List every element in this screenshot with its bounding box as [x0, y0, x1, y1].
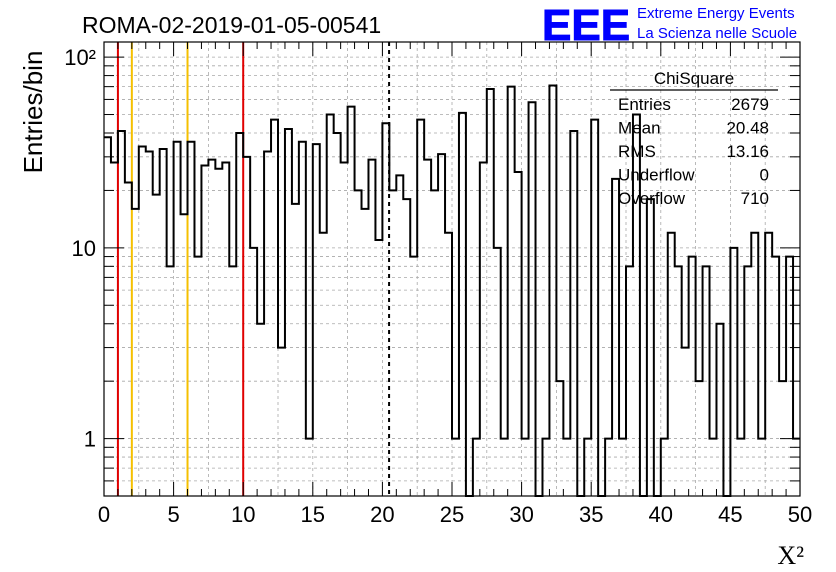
stats-row-value: 2679: [731, 95, 769, 114]
x-tick-label: 20: [370, 502, 394, 527]
x-tick-label: 10: [231, 502, 255, 527]
eee-logo: EEE Extreme Energy Events La Scienza nel…: [542, 1, 798, 51]
x-tick-label: 50: [788, 502, 812, 527]
stats-row-value: 20.48: [726, 119, 769, 138]
x-tick-label: 35: [579, 502, 603, 527]
histogram-outline: [104, 84, 800, 497]
eee-logo-line2: La Scienza nelle Scuole: [637, 25, 797, 42]
reference-lines: [116, 42, 391, 496]
y-tick-label: 10²: [64, 45, 96, 70]
x-tick-label: 45: [718, 502, 742, 527]
stats-row-label: Overflow: [618, 189, 686, 208]
y-tick-label: 10: [72, 236, 96, 261]
x-tick-label: 40: [649, 502, 673, 527]
x-tick-label: 25: [440, 502, 464, 527]
stats-box: ChiSquare Entries 2679 Mean 20.48 RMS 13.16 Un…: [610, 69, 778, 208]
eee-logo-line1: Extreme Energy Events: [637, 5, 795, 22]
stats-row-label: RMS: [618, 142, 656, 161]
stats-row-value: 0: [760, 166, 769, 185]
stats-row-value: 13.16: [726, 142, 769, 161]
x-tick-label: 30: [509, 502, 533, 527]
y-axis-label: Entries/bin: [18, 51, 48, 174]
stats-row-value: 710: [741, 189, 769, 208]
chart-title: ROMA-02-2019-01-05-00541: [82, 12, 381, 38]
eee-logo-text: EEE: [542, 1, 630, 50]
stats-row-label: Mean: [618, 119, 661, 138]
y-tick-label: 1: [84, 427, 96, 452]
stats-row-label: Underflow: [618, 166, 695, 185]
stats-row-label: Entries: [618, 95, 671, 114]
x-tick-label: 15: [301, 502, 325, 527]
x-tick-label: 0: [98, 502, 110, 527]
x-tick-label: 5: [167, 502, 179, 527]
axis-ticks: 0 5 10 15 20 25 30 35 40 45 50 1 10 10²: [64, 42, 812, 527]
stats-box-title: ChiSquare: [654, 69, 734, 88]
x-axis-label: X²: [777, 541, 804, 570]
